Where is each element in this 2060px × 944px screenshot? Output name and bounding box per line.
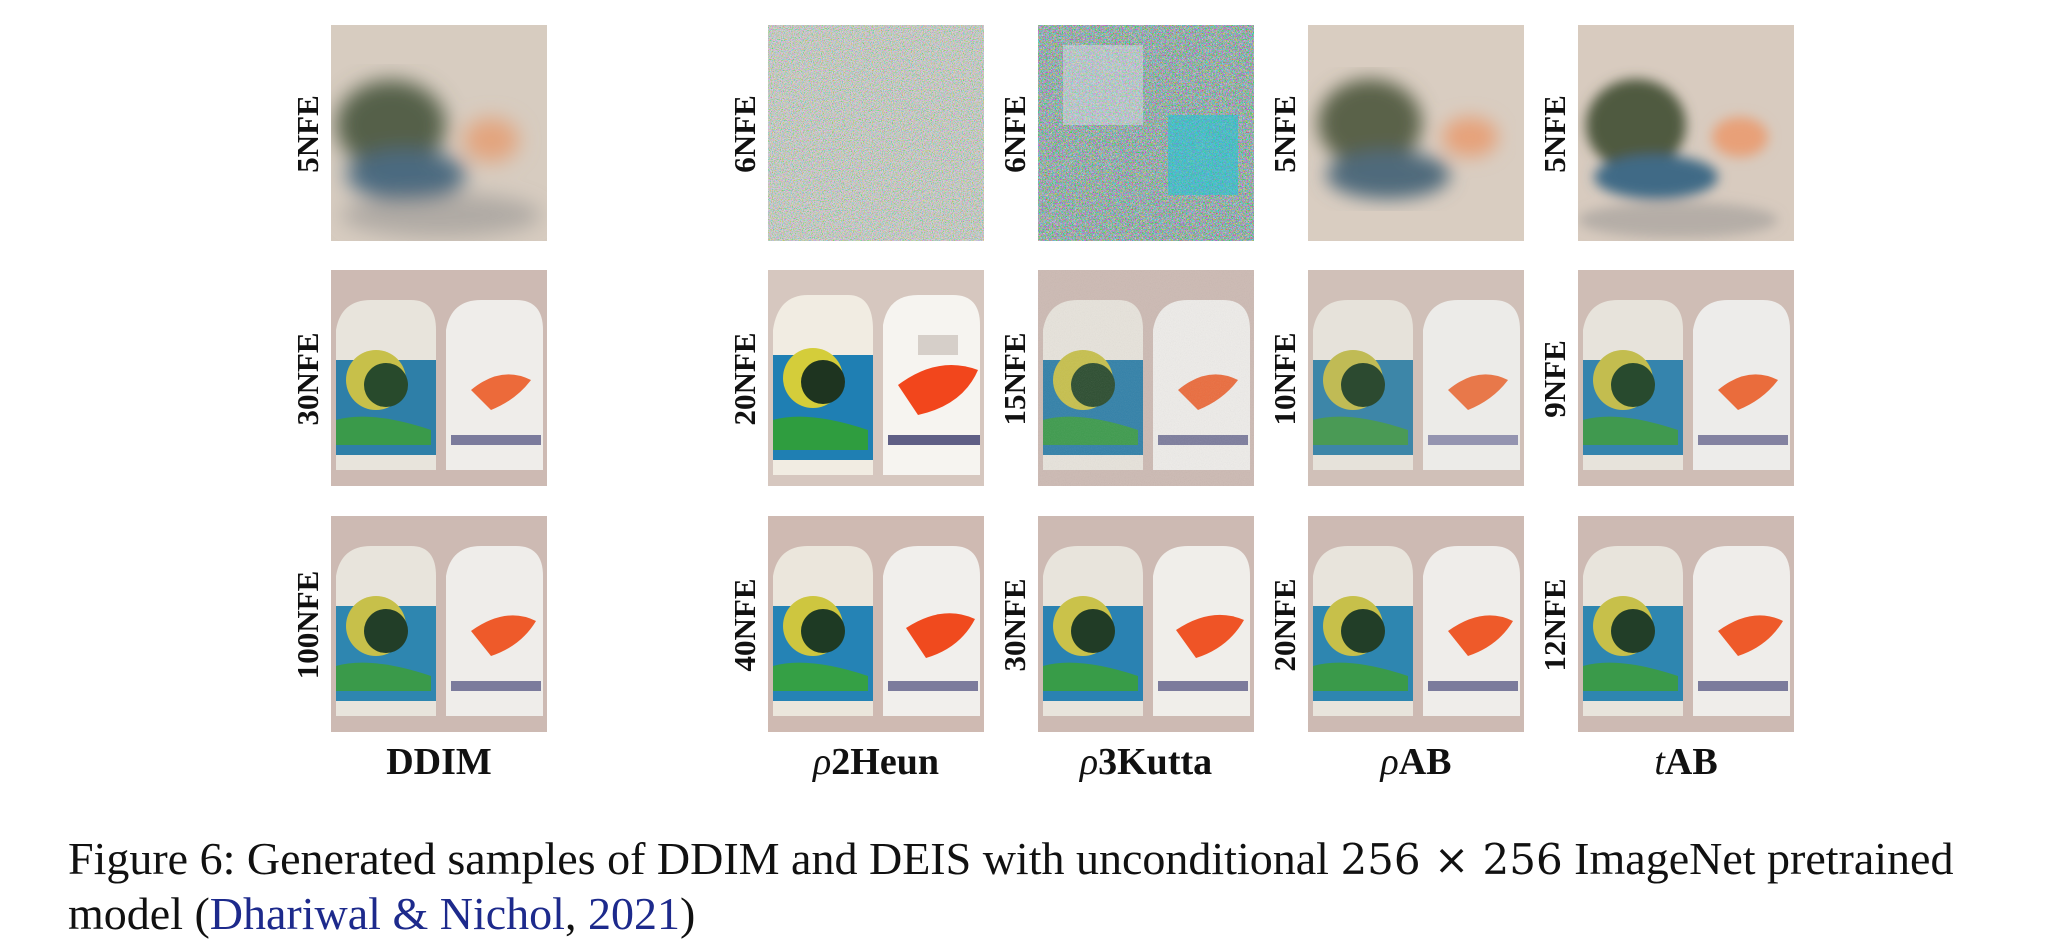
nfe-label: 15NFE [997,332,1032,426]
figure-caption: Figure 6: Generated samples of DDIM and … [68,832,2028,941]
caption-label: Figure 6: [68,833,236,884]
sample-grid-figure: 5NFE 30NFE 100NFE [290,25,1794,783]
nfe-label: 5NFE [1537,95,1572,173]
nfe-label: 40NFE [727,578,762,672]
nfe-label: 12NFE [1537,578,1572,672]
nfe-label: 100NFE [290,570,325,680]
nfe-label: 9NFE [1537,340,1572,418]
sample-r2heun-row3 [768,516,984,732]
nfe-label: 6NFE [997,95,1032,173]
column-label-ddim: DDIM [386,741,492,783]
column-label-r2heun: ρ2Heun [813,741,939,783]
caption-end: ) [679,888,696,939]
sample-r3kutta-row2 [1038,270,1254,486]
nfe-label: 20NFE [1267,578,1302,672]
sample-tab-row2 [1578,270,1794,486]
sample-r2heun-row2 [768,270,984,486]
sample-r2heun-row1 [768,25,984,241]
sample-tab-row3 [1578,516,1794,732]
sample-r3kutta-row1 [1038,25,1254,241]
nfe-label: 30NFE [997,578,1032,672]
citation-year-link[interactable]: 2021 [587,888,680,939]
sample-rab-row2 [1308,270,1524,486]
sample-r3kutta-row3 [1038,516,1254,732]
nfe-label: 30NFE [290,332,325,426]
sample-ddim-row1 [331,25,547,241]
caption-math: 256 × 256 [1340,835,1563,884]
sample-rab-row1 [1308,25,1524,241]
caption-sep: , [564,888,588,939]
sample-ddim-row3 [331,516,547,732]
nfe-label: 20NFE [727,332,762,426]
nfe-label: 5NFE [290,95,325,173]
column-label-rab: ρAB [1380,741,1452,783]
caption-text-cont: ImageNet pretrained model ( [68,833,1954,939]
sample-ddim-row2 [331,270,547,486]
caption-text: Generated samples of DDIM and DEIS with … [235,833,1341,884]
column-label-r3kutta: ρ3Kutta [1079,741,1213,783]
citation-author-link[interactable]: Dhariwal & Nichol [209,888,565,939]
column-label-tab: tAB [1654,741,1718,783]
sample-rab-row3 [1308,516,1524,732]
nfe-label: 10NFE [1267,332,1302,426]
sample-tab-row1 [1578,25,1794,241]
nfe-label: 5NFE [1267,95,1302,173]
nfe-label: 6NFE [727,95,762,173]
